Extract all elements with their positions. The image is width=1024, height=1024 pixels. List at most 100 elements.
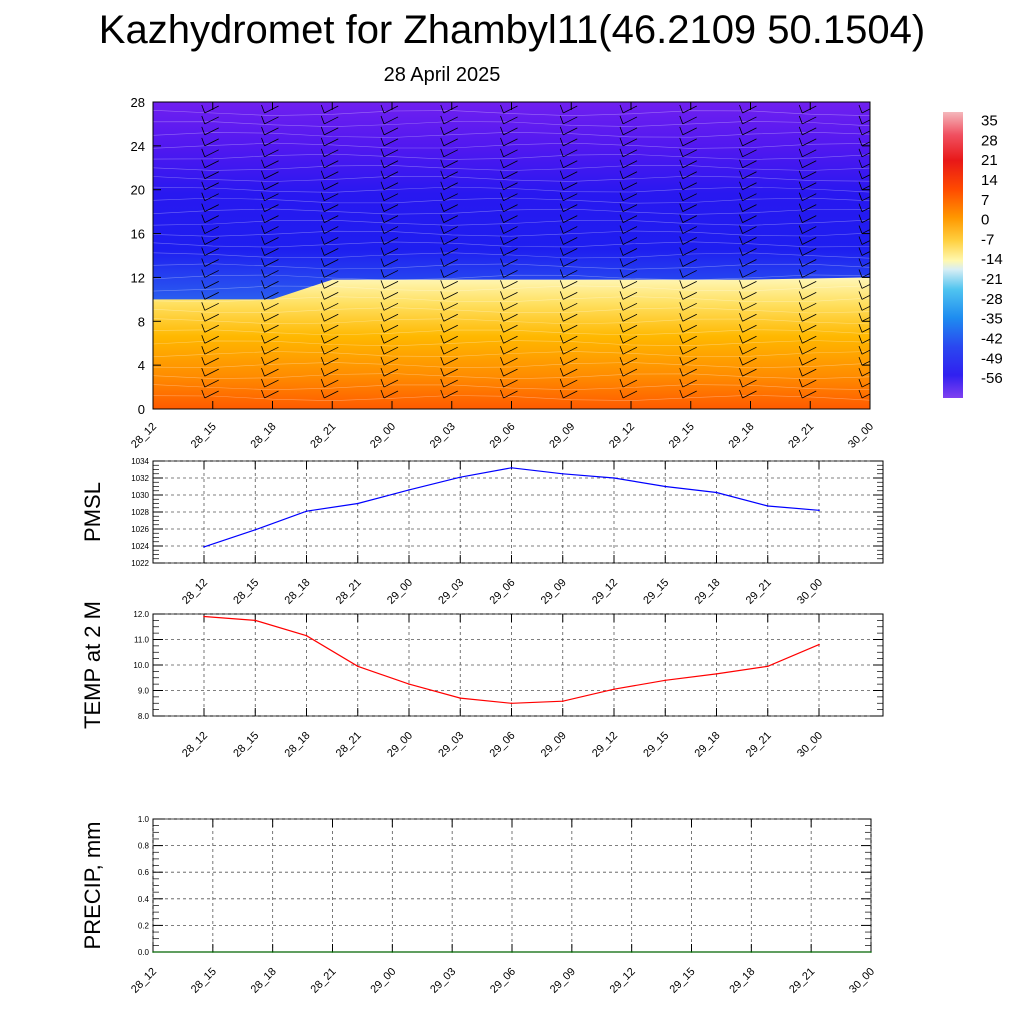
wind-barb — [380, 346, 399, 355]
wind-barb-staff — [742, 149, 757, 158]
isoline — [153, 318, 870, 325]
wind-barb-staff — [503, 204, 518, 213]
wind-barb — [380, 137, 399, 147]
wind-barb-staff — [443, 291, 458, 300]
wind-barb — [858, 115, 870, 125]
wind-barb-flag — [858, 236, 863, 245]
wind-barb — [440, 181, 458, 191]
wind-barb-flag — [261, 170, 265, 179]
wind-barb-flag — [320, 269, 325, 278]
wind-barb — [261, 258, 279, 267]
wind-barb — [201, 170, 219, 180]
wind-barb-staff — [443, 127, 458, 136]
wind-barb-flag — [798, 302, 803, 311]
wind-barb — [679, 367, 697, 377]
wind-barb-staff — [443, 138, 458, 147]
wind-barb — [858, 324, 870, 333]
wind-barb-staff — [204, 324, 219, 333]
isoline — [153, 340, 870, 347]
wind-barb-staff — [324, 335, 339, 344]
wind-barb — [261, 148, 279, 158]
wind-barb-staff — [682, 259, 697, 267]
x-tick-label: 29_21 — [786, 421, 816, 451]
wind-barb-flag — [798, 137, 803, 146]
wind-barb-staff — [622, 270, 638, 278]
x-tick-label: 28_21 — [308, 421, 338, 451]
wind-barb — [261, 367, 279, 377]
wind-barb-flag — [261, 378, 265, 388]
y-tick-label: 1030 — [131, 491, 149, 500]
wind-barb-staff — [264, 379, 279, 388]
wind-barb-flag — [440, 203, 445, 212]
wind-barb-staff — [324, 291, 339, 300]
wind-barb-flag — [559, 346, 564, 355]
wind-barb-staff — [443, 390, 458, 399]
wind-barb-staff — [324, 302, 339, 311]
data-point — [715, 491, 718, 494]
wind-barb-staff — [802, 291, 817, 300]
wind-barb-flag — [380, 104, 385, 114]
wind-barb-flag — [679, 104, 684, 114]
wind-barb-flag — [858, 378, 863, 388]
wind-barb — [798, 126, 817, 136]
wind-barb-staff — [503, 193, 518, 202]
wind-barb-staff — [802, 204, 817, 213]
wind-barb-staff — [742, 105, 757, 114]
wind-barb-staff — [682, 127, 697, 136]
wind-barb-flag — [380, 258, 385, 267]
wind-barb-staff — [622, 215, 638, 223]
wind-barb-staff — [383, 116, 399, 125]
wind-barb-flag — [320, 148, 325, 157]
wind-barb-staff — [443, 281, 458, 289]
wind-barb-staff — [204, 379, 219, 388]
wind-barb-staff — [204, 390, 219, 399]
wind-barb-staff — [861, 185, 870, 191]
wind-barb — [559, 291, 578, 300]
wind-barb — [858, 236, 870, 245]
wind-barb-flag — [559, 357, 564, 366]
wind-barb — [440, 159, 458, 169]
wind-barb — [679, 313, 697, 322]
wind-barb-flag — [559, 378, 564, 388]
wind-barb-flag — [739, 126, 743, 136]
wind-barb-staff — [861, 327, 870, 333]
wind-barb-flag — [798, 115, 803, 125]
wind-barb-flag — [679, 291, 684, 300]
wind-barb — [559, 389, 578, 399]
wind-barb-flag — [320, 203, 325, 212]
wind-barb-staff — [383, 149, 399, 158]
wind-barb — [320, 192, 339, 202]
wind-barb-flag — [261, 214, 265, 223]
wind-barb — [798, 192, 817, 202]
wind-barb-staff — [802, 116, 817, 125]
wind-barb — [261, 291, 279, 300]
y-tick-label: 0.6 — [138, 868, 150, 877]
wind-barb — [619, 378, 638, 388]
wind-barb — [500, 181, 518, 191]
wind-barb — [619, 324, 638, 333]
wind-barb — [798, 357, 817, 366]
wind-barb-staff — [861, 371, 870, 377]
wind-barb-flag — [440, 225, 445, 234]
wind-barb-staff — [503, 127, 518, 136]
wind-barb — [679, 181, 697, 191]
wind-barb-flag — [679, 258, 684, 267]
wind-barb-staff — [264, 313, 279, 322]
wind-barb-staff — [682, 313, 697, 322]
wind-barb-staff — [324, 357, 339, 366]
wind-barb — [320, 291, 339, 300]
isoline — [153, 175, 870, 182]
wind-barb-staff — [204, 204, 219, 213]
wind-barb-staff — [443, 324, 458, 333]
x-tick-label: 28_18 — [283, 730, 313, 760]
wind-barb — [679, 192, 697, 202]
wind-barb-flag — [739, 324, 743, 333]
wind-barb-staff — [742, 313, 757, 322]
wind-barb — [559, 137, 578, 147]
x-tick-label: 28_18 — [283, 577, 313, 607]
wind-barb — [440, 104, 458, 114]
wind-barb-flag — [739, 378, 743, 388]
wind-barb — [201, 291, 219, 300]
data-point — [870, 951, 872, 953]
wind-barb-flag — [201, 357, 206, 366]
